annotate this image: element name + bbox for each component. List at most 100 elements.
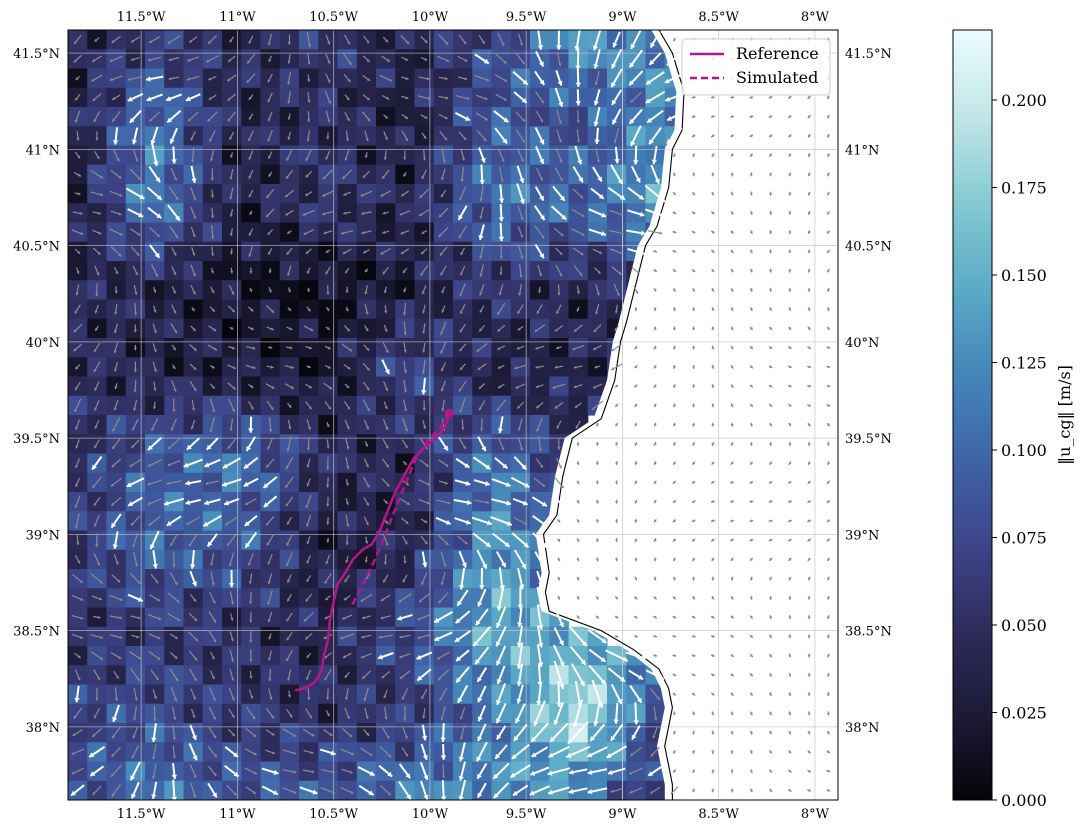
- arrow-head: [577, 139, 581, 143]
- arrow-head: [267, 138, 271, 142]
- current-arrow: [672, 37, 676, 42]
- current-arrow: [248, 169, 254, 179]
- arrow-shaft: [556, 109, 562, 125]
- current-arrow: [401, 56, 409, 62]
- arrow-head: [612, 42, 618, 48]
- raster-cell: [184, 800, 204, 820]
- current-arrow: [208, 94, 217, 101]
- raster-cell: [357, 800, 377, 820]
- current-arrow: [420, 114, 428, 120]
- current-arrow: [807, 95, 811, 100]
- current-arrow: [92, 93, 102, 102]
- arrow-head: [463, 41, 467, 45]
- arrow-head: [305, 158, 309, 161]
- current-arrow: [248, 94, 254, 101]
- arrow-head: [168, 77, 172, 81]
- raster-cell: [588, 800, 608, 820]
- arrow-head: [208, 77, 212, 81]
- current-arrow: [475, 94, 488, 101]
- arrow-head: [248, 138, 251, 141]
- arrow-head: [185, 96, 191, 102]
- arrow-head: [575, 82, 581, 87]
- current-arrow: [73, 171, 82, 177]
- current-arrow: [190, 131, 196, 141]
- arrow-head: [247, 60, 250, 64]
- arrow-head: [382, 175, 385, 179]
- arrow-head: [539, 139, 545, 145]
- arrow-head: [711, 153, 715, 157]
- arrow-head: [189, 39, 193, 43]
- arrow-head: [76, 137, 80, 141]
- arrow-head: [147, 58, 151, 62]
- arrow-shaft: [474, 74, 490, 82]
- arrow-head: [388, 78, 392, 82]
- current-arrow: [267, 129, 273, 142]
- arrow-head: [131, 57, 134, 61]
- arrow-head: [464, 58, 468, 62]
- current-arrow: [169, 127, 179, 144]
- arrow-head: [287, 42, 291, 45]
- current-arrow: [555, 147, 563, 163]
- current-arrow: [267, 111, 273, 122]
- current-arrow: [227, 55, 236, 63]
- arrow-head: [446, 59, 450, 62]
- current-arrow: [554, 87, 564, 108]
- current-arrow: [229, 168, 234, 180]
- current-arrow: [74, 110, 81, 123]
- current-arrow: [267, 33, 273, 46]
- land-fill: [535, 30, 838, 800]
- current-arrow: [268, 171, 273, 178]
- arrow-head: [558, 121, 562, 124]
- arrow-head: [112, 97, 116, 100]
- arrow-head: [75, 97, 78, 101]
- arrow-head: [558, 139, 562, 143]
- arrow-head: [267, 99, 271, 103]
- current-arrow: [556, 129, 562, 143]
- current-arrow: [307, 53, 311, 65]
- current-arrow: [187, 56, 200, 62]
- arrow-head: [503, 97, 507, 101]
- arrow-head: [208, 40, 211, 44]
- arrow-head: [155, 177, 160, 183]
- arrow-head: [187, 58, 191, 62]
- current-arrow: [593, 48, 601, 69]
- arrow-head: [405, 138, 408, 141]
- current-arrow: [535, 110, 544, 123]
- arrow-head: [666, 138, 672, 144]
- current-arrow: [229, 131, 235, 140]
- current-arrow: [111, 94, 121, 101]
- current-arrow: [287, 34, 291, 45]
- arrow-head: [150, 139, 156, 145]
- current-arrow: [325, 34, 331, 45]
- arrow-head: [463, 137, 467, 141]
- arrow-head: [576, 120, 580, 123]
- arrow-head: [596, 159, 600, 163]
- current-arrow: [648, 127, 662, 145]
- arrow-head: [540, 100, 544, 104]
- arrow-head: [267, 118, 271, 122]
- arrow-head: [94, 38, 98, 42]
- current-arrow: [227, 93, 237, 102]
- arrow-head: [521, 98, 527, 103]
- arrow-head: [110, 78, 113, 81]
- current-arrow: [246, 73, 256, 84]
- current-arrow: [190, 165, 197, 184]
- arrow-head: [93, 119, 97, 122]
- current-arrow: [130, 36, 141, 43]
- current-arrow: [629, 125, 642, 147]
- current-arrow: [827, 133, 831, 138]
- arrow-head: [445, 41, 449, 45]
- arrow-head: [611, 63, 617, 69]
- current-arrow: [458, 131, 467, 141]
- current-arrow: [495, 53, 507, 65]
- arrow-head: [827, 134, 831, 138]
- current-arrow: [306, 130, 311, 142]
- arrow-head: [209, 138, 212, 142]
- current-arrow: [537, 30, 544, 50]
- current-arrow: [127, 75, 143, 81]
- current-arrow: [666, 51, 683, 67]
- arrow-head: [665, 96, 671, 102]
- current-arrow: [383, 131, 388, 141]
- current-arrow: [575, 69, 581, 87]
- arrow-head: [575, 65, 581, 70]
